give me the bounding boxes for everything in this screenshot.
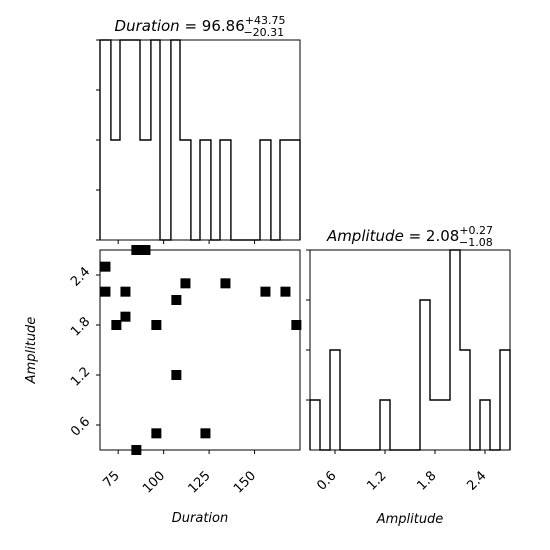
- scatter-xtick-label: 150: [231, 468, 259, 496]
- duration-histogram-xticks: [117, 240, 256, 244]
- scatter-xtick-label: 75: [100, 468, 122, 490]
- scatter-point: [200, 428, 211, 439]
- scatter-ytick-label: 1.2: [68, 364, 93, 389]
- scatter-ytick-label: 1.8: [68, 314, 93, 339]
- scatter-ytick-label: 0.6: [68, 414, 93, 439]
- duration-histogram-panel: Duration = 96.86+43.75 −20.31: [96, 14, 301, 244]
- scatter-point: [100, 261, 111, 272]
- scatter-ytick-label: 2.4: [68, 264, 93, 289]
- scatter-point: [111, 320, 122, 330]
- scatter-xticks: 75 100 125 150: [100, 450, 259, 497]
- scatter-point: [100, 286, 111, 297]
- scatter-point: [120, 311, 131, 322]
- scatter-xtick-label: 100: [140, 468, 168, 496]
- amplitude-histogram-panel: 0.6 1.2 1.8 2.4 Amplitude Amplitude = 2.08+…: [306, 224, 511, 527]
- scatter-frame: [99, 249, 301, 451]
- amplitude-histogram-steps: [309, 249, 511, 451]
- scatter-yticks: 0.6 1.2 1.8 2.4: [68, 264, 100, 440]
- scatter-point: [180, 278, 191, 289]
- scatter-point: [220, 278, 231, 289]
- amplitude-ylabel: Amplitude: [24, 317, 39, 385]
- amplitude-title: Amplitude = 2.08+0.27 −1.08: [326, 224, 493, 249]
- scatter-panel: 75 100 125 150 0.6 1.2 1.8 2.4 Duration Amplit…: [24, 245, 302, 526]
- scatter-point: [151, 428, 162, 439]
- amplitude-histogram-xtick-label: 0.6: [314, 468, 339, 493]
- scatter-point: [120, 286, 131, 297]
- amplitude-histogram-yticks: [306, 249, 310, 401]
- scatter-point: [291, 320, 302, 330]
- duration-histogram-steps: [99, 39, 301, 241]
- amplitude-xlabel: Amplitude: [376, 512, 444, 527]
- duration-histogram-yticks: [96, 39, 100, 241]
- scatter-point: [171, 295, 182, 305]
- scatter-points: [100, 245, 302, 455]
- scatter-point: [260, 286, 271, 297]
- amplitude-histogram-xtick-label: 2.4: [464, 468, 489, 493]
- scatter-point: [151, 320, 162, 330]
- duration-xlabel: Duration: [172, 511, 228, 526]
- amplitude-histogram-xtick-label: 1.2: [364, 468, 389, 493]
- scatter-point: [280, 286, 291, 297]
- scatter-xtick-label: 125: [186, 468, 214, 496]
- scatter-point: [171, 370, 182, 380]
- duration-title: Duration = 96.86+43.75 −20.31: [115, 14, 286, 39]
- amplitude-histogram-xticks: 0.6 1.2 1.8 2.4: [314, 450, 490, 494]
- amplitude-histogram-xtick-label: 1.8: [414, 468, 439, 493]
